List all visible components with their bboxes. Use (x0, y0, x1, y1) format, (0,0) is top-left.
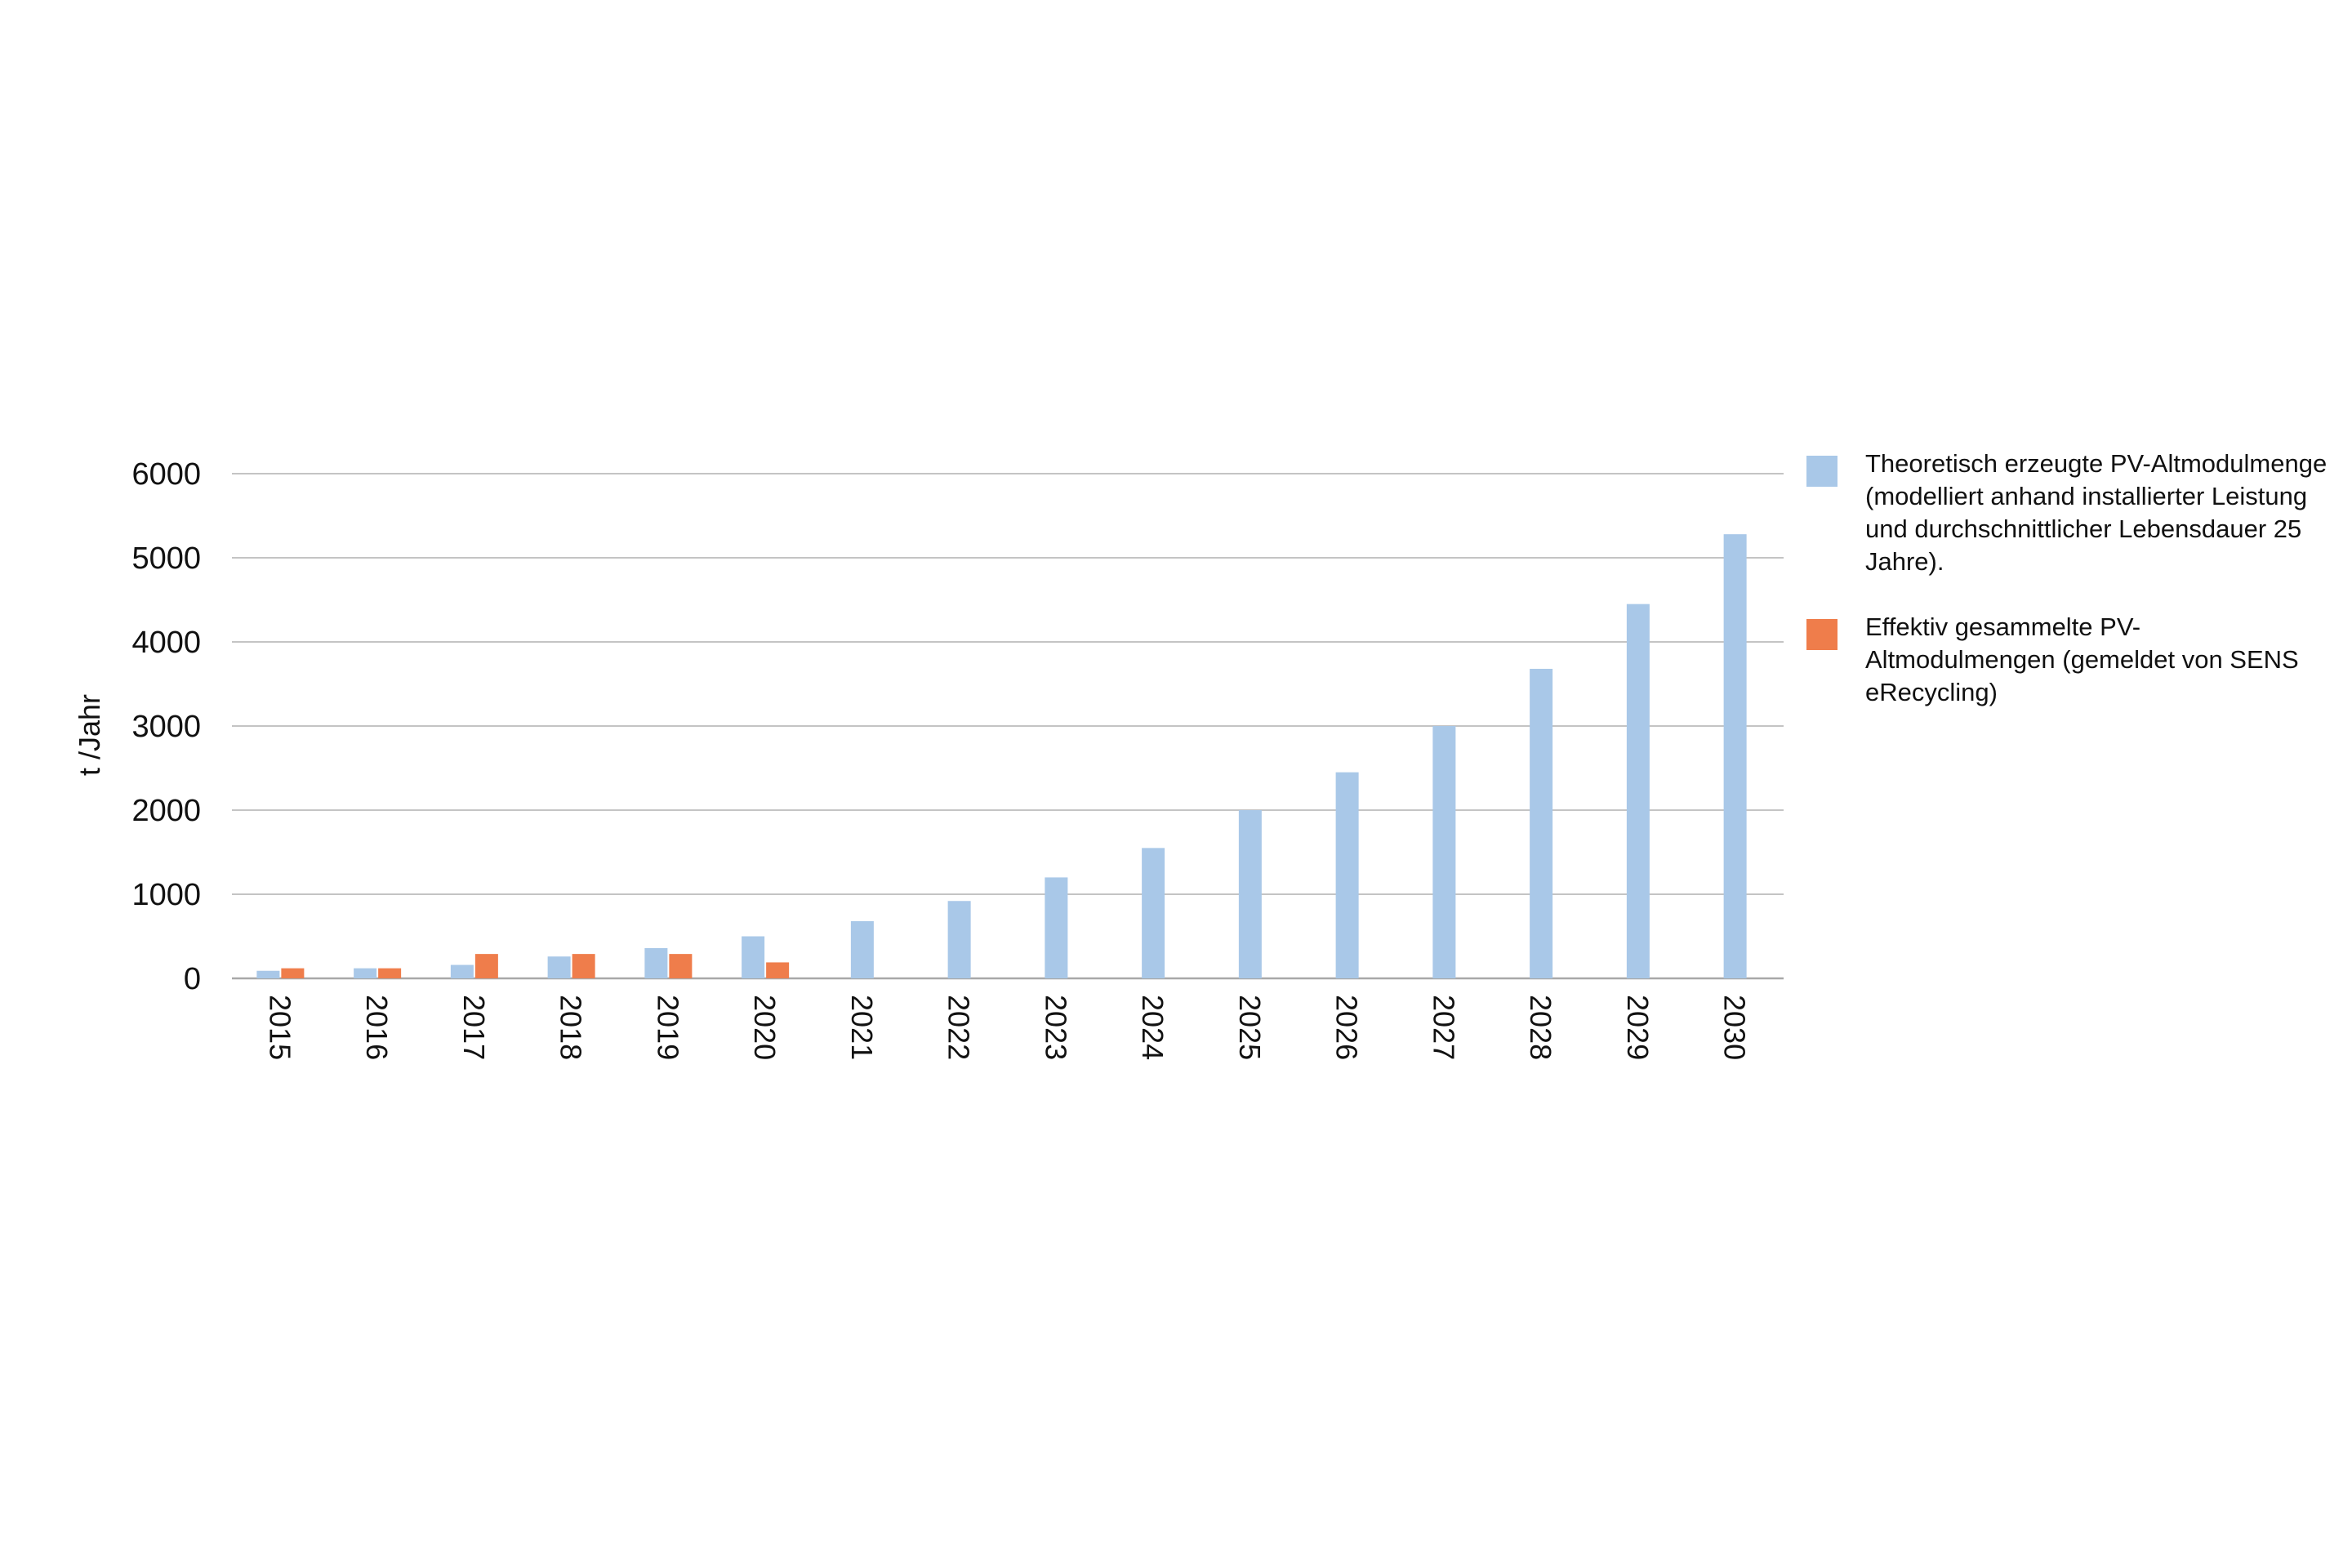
legend-label-collected: Effektiv gesammelte PV-Altmodulmengen (g… (1865, 612, 2299, 706)
legend-swatch-collected (1806, 619, 1838, 650)
y-tick-label: 0 (184, 962, 201, 996)
x-tick-label: 2015 (263, 995, 296, 1060)
bar-collected (669, 954, 693, 978)
y-tick-label: 3000 (131, 710, 201, 744)
bar-theoretical (850, 920, 874, 978)
bar-collected (281, 968, 305, 978)
x-tick-label: 2028 (1524, 995, 1557, 1060)
x-tick-label: 2026 (1330, 995, 1364, 1060)
x-tick-label: 2019 (651, 995, 684, 1060)
bar-theoretical (1432, 726, 1456, 978)
legend: Theoretisch erzeugte PV-Altmodulmenge (m… (1806, 448, 2329, 742)
y-axis-ticks: 0 1000 2000 3000 4000 5000 6000 (131, 457, 201, 996)
y-axis-title: t /Jahr (73, 694, 106, 776)
x-tick-label: 2020 (748, 995, 782, 1060)
x-tick-label: 2023 (1039, 995, 1072, 1060)
bar-collected (378, 968, 402, 978)
y-tick-label: 5000 (131, 541, 201, 576)
x-tick-label: 2022 (942, 995, 976, 1060)
x-tick-label: 2016 (360, 995, 394, 1060)
x-tick-label: 2030 (1718, 995, 1752, 1060)
x-tick-label: 2029 (1621, 995, 1655, 1060)
bar-theoretical (1335, 772, 1359, 978)
bar-theoretical (947, 901, 971, 978)
bar-theoretical (1626, 604, 1650, 978)
x-tick-label: 2027 (1427, 995, 1460, 1060)
legend-swatch-theoretical (1806, 456, 1838, 487)
bar-theoretical (547, 956, 571, 978)
legend-item-theoretical: Theoretisch erzeugte PV-Altmodulmenge (m… (1806, 448, 2329, 578)
legend-item-collected: Effektiv gesammelte PV-Altmodulmengen (g… (1806, 611, 2329, 709)
gridlines (232, 473, 1784, 980)
x-tick-label: 2025 (1233, 995, 1267, 1060)
bar-theoretical (1723, 534, 1747, 978)
bar-collected (572, 954, 595, 978)
y-tick-label: 6000 (131, 457, 201, 492)
y-tick-label: 2000 (131, 794, 201, 828)
x-tick-label: 2017 (457, 995, 491, 1060)
bar-theoretical (1238, 810, 1262, 978)
x-tick-label: 2024 (1136, 995, 1169, 1060)
bar-theoretical (1142, 848, 1165, 978)
y-tick-label: 4000 (131, 626, 201, 660)
bar-theoretical (644, 947, 668, 978)
bar-theoretical (450, 964, 474, 978)
bar-theoretical (256, 970, 280, 978)
y-tick-label: 1000 (131, 878, 201, 912)
bar-collected (766, 962, 790, 978)
legend-label-theoretical: Theoretisch erzeugte PV-Altmodulmenge (m… (1865, 449, 2328, 576)
bar-theoretical (742, 936, 765, 978)
bar-collected (474, 954, 498, 978)
bars (256, 534, 1747, 978)
bar-theoretical (1530, 668, 1553, 978)
x-tick-label: 2021 (845, 995, 879, 1060)
bar-theoretical (354, 968, 377, 978)
x-tick-label: 2018 (555, 995, 588, 1060)
bar-theoretical (1045, 877, 1068, 978)
x-axis-ticks: 2015 2016 2017 2018 2019 2020 2021 2022 2023 2024… (263, 995, 1751, 1060)
